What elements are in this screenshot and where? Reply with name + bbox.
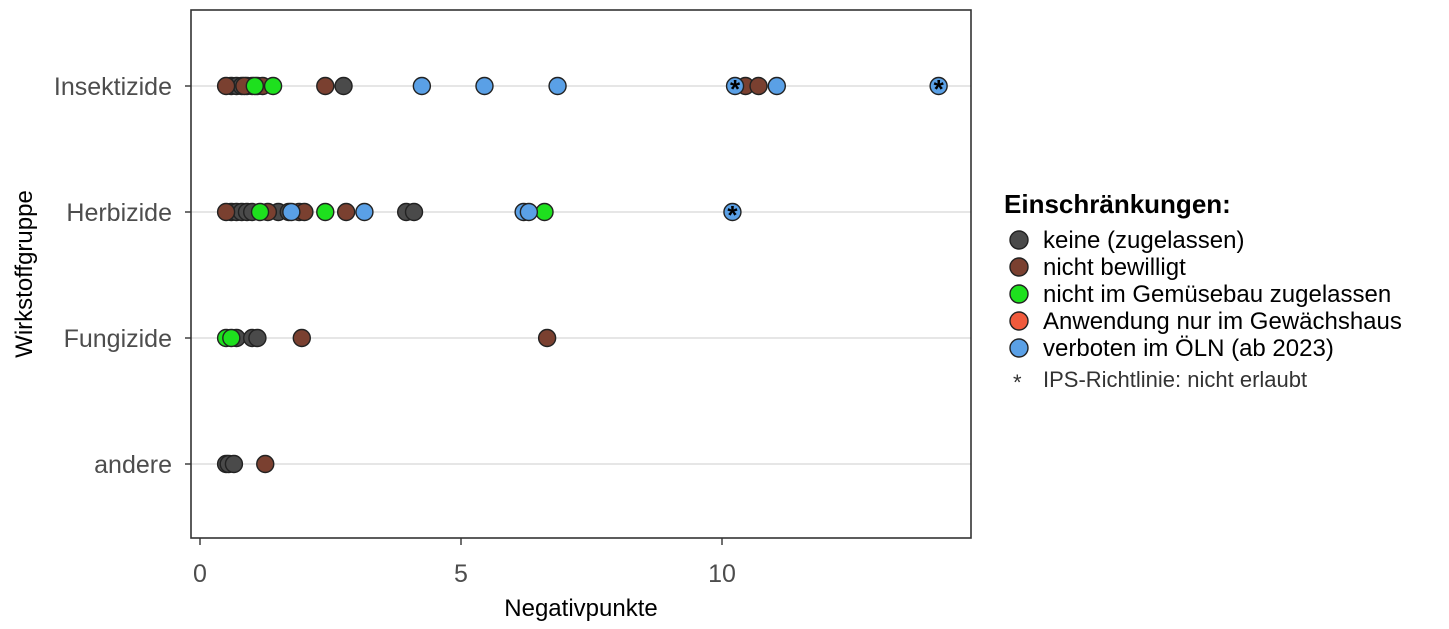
x-tick-label-5: 5 bbox=[454, 560, 468, 588]
point-nicht-bewilligt-insektizide-0 bbox=[216, 76, 236, 96]
y-axis: Insektizide Herbizide Fungizide andere bbox=[54, 73, 191, 479]
point-keine-andere-21 bbox=[224, 454, 244, 474]
point-nicht-bewilligt-fungizide-12 bbox=[537, 328, 557, 348]
legend-note-symbol: * bbox=[1013, 370, 1022, 395]
y-tick-label-andere: andere bbox=[94, 451, 172, 479]
point-nicht-bewilligt-insektizide-3 bbox=[316, 76, 335, 96]
point-gemuesebau-fungizide-6 bbox=[222, 328, 241, 348]
point-oeln-insektizide-2 bbox=[548, 76, 567, 96]
x-axis-title: Negativpunkte bbox=[504, 595, 657, 622]
data-points: * * * bbox=[216, 74, 948, 474]
point-oeln-insektizide-4 bbox=[767, 76, 787, 96]
legend-note-text: IPS-Richtlinie: nicht erlaubt bbox=[1043, 367, 1307, 392]
legend-label-keine: keine (zugelassen) bbox=[1043, 227, 1244, 254]
point-oeln-insektizide-5 bbox=[929, 76, 948, 96]
legend: Einschränkungen: keine (zugelassen)nicht… bbox=[1004, 189, 1402, 395]
point-nicht-bewilligt-fungizide-11 bbox=[292, 328, 311, 348]
point-gemuesebau-herbizide-3 bbox=[316, 202, 335, 222]
plot-panel bbox=[190, 9, 972, 539]
point-oeln-herbizide-6 bbox=[282, 202, 301, 222]
point-oeln-insektizide-3 bbox=[725, 76, 745, 96]
point-oeln-insektizide-1 bbox=[475, 76, 494, 96]
point-keine-fungizide-18 bbox=[248, 328, 267, 348]
point-nicht-bewilligt-andere-13 bbox=[256, 454, 275, 474]
ips-marker-herbizide-10: * bbox=[727, 200, 738, 230]
y-tick-label-fungizide: Fungizide bbox=[64, 325, 172, 353]
point-gemuesebau-insektizide-1 bbox=[245, 76, 265, 96]
legend-swatch-gemuesebau bbox=[1009, 284, 1029, 304]
x-tick-label-10: 10 bbox=[708, 560, 736, 588]
legend-title: Einschränkungen: bbox=[1004, 189, 1231, 219]
y-axis-title: Wirkstoffgruppe bbox=[11, 190, 38, 358]
x-tick-label-0: 0 bbox=[193, 560, 207, 588]
legend-swatch-nicht-bewilligt bbox=[1009, 257, 1029, 277]
point-nicht-bewilligt-herbizide-10 bbox=[216, 202, 236, 222]
point-oeln-herbizide-7 bbox=[355, 202, 374, 222]
legend-label-gemuesebau: nicht im Gemüsebau zugelassen bbox=[1043, 281, 1391, 308]
x-axis: 0 5 10 bbox=[193, 538, 736, 588]
grid-lines bbox=[191, 85, 971, 465]
point-gemuesebau-herbizide-2 bbox=[250, 202, 270, 222]
point-nicht-bewilligt-insektizide-5 bbox=[749, 76, 768, 96]
point-nicht-bewilligt-herbizide-9 bbox=[336, 202, 356, 222]
point-oeln-herbizide-9 bbox=[519, 202, 539, 222]
legend-swatch-oeln bbox=[1009, 338, 1029, 358]
point-keine-insektizide-6 bbox=[334, 76, 353, 96]
legend-label-gewaechshaus: Anwendung nur im Gewächshaus bbox=[1043, 308, 1402, 335]
legend-label-nicht-bewilligt: nicht bewilligt bbox=[1043, 254, 1186, 281]
point-gemuesebau-insektizide-0 bbox=[263, 76, 283, 96]
legend-swatch-gewaechshaus bbox=[1009, 311, 1029, 331]
point-oeln-herbizide-10 bbox=[723, 202, 742, 222]
point-keine-herbizide-15 bbox=[404, 202, 424, 222]
point-gemuesebau-herbizide-4 bbox=[535, 202, 554, 222]
legend-label-oeln: verboten im ÖLN (ab 2023) bbox=[1043, 335, 1334, 362]
y-tick-label-herbizide: Herbizide bbox=[66, 199, 172, 227]
point-oeln-insektizide-0 bbox=[412, 76, 432, 96]
ips-marker-insektizide-3: * bbox=[730, 74, 741, 104]
ips-marker-insektizide-5: * bbox=[934, 74, 945, 104]
legend-swatch-keine bbox=[1009, 230, 1029, 250]
y-tick-label-insektizide: Insektizide bbox=[54, 73, 172, 101]
